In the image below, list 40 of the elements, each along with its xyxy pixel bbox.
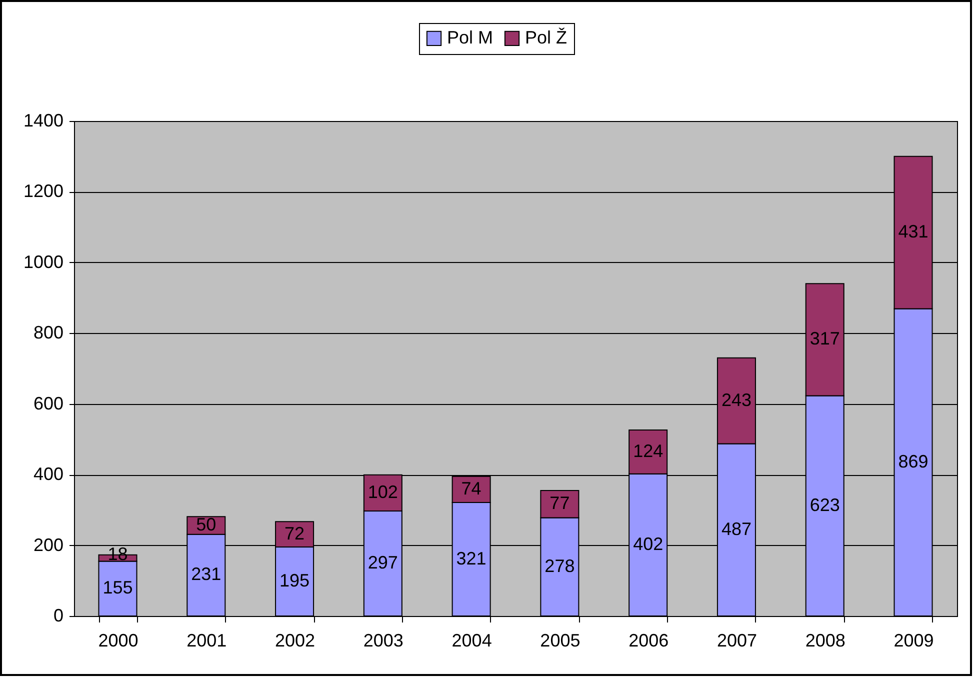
data-label: 321 bbox=[456, 548, 486, 568]
data-label: 297 bbox=[368, 552, 398, 572]
x-tick-label: 2006 bbox=[628, 630, 669, 650]
data-label: 18 bbox=[108, 544, 128, 564]
data-label: 50 bbox=[196, 514, 216, 534]
data-label: 243 bbox=[721, 390, 752, 410]
y-tick-label: 400 bbox=[33, 464, 64, 484]
y-tick-label: 600 bbox=[33, 393, 64, 414]
data-label: 124 bbox=[633, 440, 664, 461]
x-tick-label: 2003 bbox=[363, 630, 404, 650]
legend-label: Pol Ž bbox=[525, 27, 568, 48]
x-tick-label: 2001 bbox=[186, 630, 227, 650]
data-label: 431 bbox=[898, 222, 928, 242]
y-tick-label: 1400 bbox=[23, 110, 64, 130]
data-label: 231 bbox=[191, 564, 222, 584]
x-tick-label: 2009 bbox=[894, 630, 934, 650]
data-label: 623 bbox=[810, 494, 840, 515]
data-label: 77 bbox=[550, 493, 570, 514]
y-tick-label: 800 bbox=[33, 322, 64, 343]
x-tick-label: 2002 bbox=[275, 630, 316, 650]
x-tick-label: 2000 bbox=[98, 630, 138, 650]
y-tick-label: 0 bbox=[53, 606, 64, 626]
y-tick-label: 1000 bbox=[23, 252, 64, 272]
data-label: 155 bbox=[102, 578, 133, 598]
data-label: 869 bbox=[898, 451, 928, 472]
data-label: 278 bbox=[544, 556, 575, 576]
y-tick-label: 1200 bbox=[23, 181, 64, 202]
data-label: 317 bbox=[810, 328, 840, 349]
data-label: 72 bbox=[284, 523, 305, 544]
data-label: 195 bbox=[280, 570, 310, 591]
data-label: 102 bbox=[368, 482, 398, 502]
x-tick-label: 2008 bbox=[805, 630, 846, 650]
legend-label: Pol M bbox=[447, 27, 494, 48]
x-tick-label: 2007 bbox=[716, 630, 757, 650]
data-label: 487 bbox=[721, 518, 752, 539]
x-tick-label: 2005 bbox=[540, 630, 580, 650]
x-tick-label: 2004 bbox=[452, 630, 492, 650]
data-label: 74 bbox=[461, 478, 482, 498]
data-label: 402 bbox=[633, 534, 664, 554]
y-tick-label: 200 bbox=[33, 534, 64, 555]
